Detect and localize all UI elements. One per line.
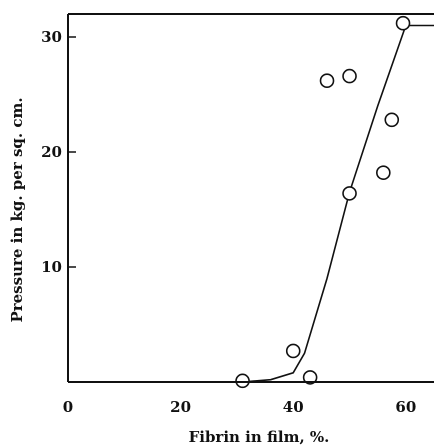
x-axis-label: Fibrin in film, %. bbox=[189, 428, 330, 446]
x-tick-label: 60 bbox=[395, 398, 416, 416]
fitted-curve-layer bbox=[68, 24, 434, 383]
x-tick-label: 40 bbox=[283, 398, 304, 416]
fitted-curve bbox=[68, 24, 434, 383]
data-point bbox=[285, 343, 301, 359]
data-point bbox=[235, 373, 250, 389]
y-tick-label: 20 bbox=[41, 143, 62, 161]
data-point bbox=[342, 186, 357, 201]
data-point bbox=[319, 73, 335, 88]
data-point bbox=[395, 15, 411, 31]
data-point bbox=[302, 370, 318, 385]
tick-labels-layer: 10 20 30 0 20 40 60 bbox=[41, 28, 416, 416]
axes-layer bbox=[67, 13, 434, 383]
y-axis-label: Pressure in kg. per sq. cm. bbox=[8, 97, 26, 322]
x-tick-label: 20 bbox=[170, 398, 191, 416]
data-point bbox=[384, 112, 400, 128]
y-tick-label: 10 bbox=[41, 258, 62, 276]
data-point bbox=[376, 165, 391, 180]
data-points-layer bbox=[235, 15, 411, 389]
data-point bbox=[342, 68, 357, 84]
x-tick-label: 0 bbox=[63, 398, 73, 416]
y-tick-label: 30 bbox=[41, 28, 62, 46]
